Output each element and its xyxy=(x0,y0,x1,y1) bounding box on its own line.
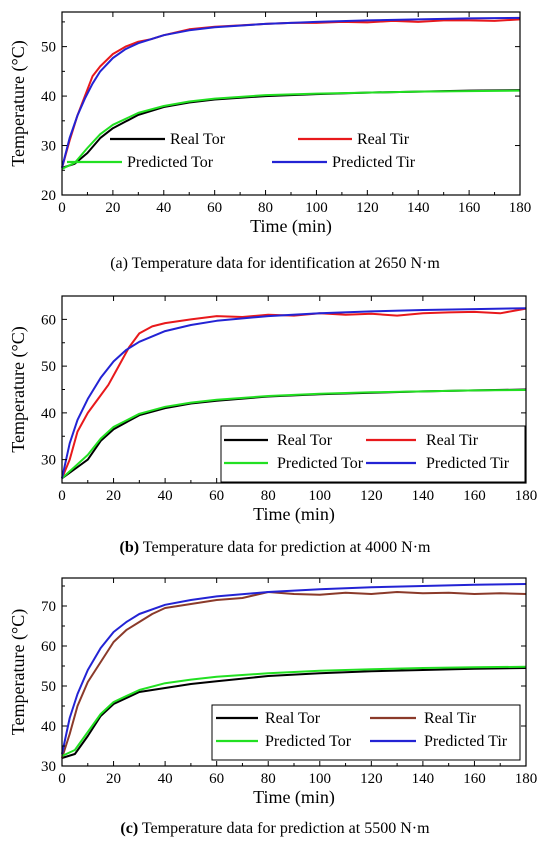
series-line-predicted-tir xyxy=(61,583,527,755)
legend-label: Predicted Tir xyxy=(424,733,508,750)
series-line-real-tir xyxy=(61,591,527,759)
x-tick-label: 0 xyxy=(58,771,66,787)
figure-caption: (a) Temperature data for identification … xyxy=(110,255,440,272)
y-tick-label: 40 xyxy=(41,406,56,422)
legend-label: Predicted Tor xyxy=(127,154,214,171)
x-tick-label: 20 xyxy=(106,488,121,504)
x-tick-label: 160 xyxy=(463,771,486,787)
legend-box xyxy=(220,425,526,483)
x-tick-label: 40 xyxy=(156,200,171,216)
series-line-predicted-tor xyxy=(61,389,527,480)
figure-caption: (c) Temperature data for prediction at 5… xyxy=(120,820,430,837)
x-axis-title: Time (min) xyxy=(250,216,332,237)
series-line-real-tor xyxy=(61,667,527,759)
legend: Real Tor Real Tir Predicted Tor Predicted T… xyxy=(216,710,508,750)
x-tick-label: 140 xyxy=(407,200,430,216)
caption-description: Temperature data for identification at 2… xyxy=(128,255,440,272)
x-tick-label: 80 xyxy=(261,771,276,787)
caption-description: Temperature data for prediction at 4000 … xyxy=(139,539,431,556)
x-tick-label: 180 xyxy=(515,488,538,504)
y-tick-label: 70 xyxy=(41,599,56,615)
legend-label: Predicted Tir xyxy=(426,455,510,472)
y-tick-label: 20 xyxy=(41,188,56,204)
y-tick-label: 50 xyxy=(41,359,56,375)
x-tick-label: 120 xyxy=(356,200,379,216)
y-axis-title: Temperature (°C) xyxy=(8,609,29,735)
x-tick-label: 60 xyxy=(209,771,224,787)
y-axis-title: Temperature (°C) xyxy=(8,326,29,452)
x-axis-title: Time (min) xyxy=(253,504,335,525)
series-line-predicted-tor xyxy=(61,665,527,757)
x-tick-label: 100 xyxy=(309,771,332,787)
caption-description: Temperature data for prediction at 5500 … xyxy=(138,820,430,837)
x-tick-label: 180 xyxy=(509,200,532,216)
x-tick-label: 40 xyxy=(158,771,173,787)
x-tick-label: 140 xyxy=(412,771,435,787)
x-tick-label: 80 xyxy=(258,200,273,216)
x-tick-label: 60 xyxy=(207,200,222,216)
x-tick-label: 20 xyxy=(105,200,120,216)
y-tick-label: 50 xyxy=(41,679,56,695)
x-tick-label: 40 xyxy=(158,488,173,504)
x-tick-label: 160 xyxy=(463,488,486,504)
legend: Real Tor Real Tir Predicted Tor Predicted T… xyxy=(224,432,510,472)
legend-label: Predicted Tor xyxy=(277,455,364,472)
x-axis-title: Time (min) xyxy=(253,787,335,808)
y-tick-label: 60 xyxy=(41,312,56,328)
series-line-predicted-tor xyxy=(61,89,521,170)
x-tick-label: 80 xyxy=(261,488,276,504)
y-tick-label: 30 xyxy=(41,453,56,469)
y-tick-label: 40 xyxy=(41,89,56,105)
y-tick-label: 50 xyxy=(41,40,56,56)
x-tick-label: 100 xyxy=(309,488,332,504)
x-tick-label: 0 xyxy=(58,200,66,216)
series-line-real-tir xyxy=(61,307,527,479)
chart-panel-2: 0 20 40 60 80 100 120 140 160 180 30 40 50 60 Time (mi… xyxy=(8,295,538,556)
series-line-predicted-tir xyxy=(61,307,527,479)
figure-caption: (b) Temperature data for prediction at 4… xyxy=(120,539,431,556)
y-axis-title: Temperature (°C) xyxy=(8,40,29,166)
legend-label: Real Tor xyxy=(170,131,226,148)
legend-box xyxy=(211,704,521,761)
x-tick-label: 0 xyxy=(58,488,66,504)
legend-label: Real Tir xyxy=(424,710,477,727)
x-tick-label: 20 xyxy=(106,771,121,787)
legend-label: Predicted Tor xyxy=(265,733,352,750)
chart-panel-3: 0 20 40 60 80 100 120 140 160 180 30 40 50 60 70 Time (… xyxy=(8,577,538,837)
x-tick-label: 160 xyxy=(458,200,481,216)
legend-label: Real Tor xyxy=(265,710,321,727)
x-tick-label: 100 xyxy=(305,200,328,216)
x-tick-label: 120 xyxy=(360,488,383,504)
series-line-predicted-tir xyxy=(61,16,521,169)
y-tick-label: 40 xyxy=(41,719,56,735)
legend-label: Predicted Tir xyxy=(332,154,416,171)
y-tick-label: 60 xyxy=(41,639,56,655)
y-tick-label: 30 xyxy=(41,759,56,775)
caption-label: (b) xyxy=(120,539,140,556)
x-tick-label: 60 xyxy=(209,488,224,504)
x-tick-label: 180 xyxy=(515,771,538,787)
x-tick-label: 140 xyxy=(412,488,435,504)
x-tick-label: 120 xyxy=(360,771,383,787)
legend-label: Real Tor xyxy=(277,432,333,449)
caption-label: (c) xyxy=(120,820,138,837)
legend: Real Tor Real Tir Predicted Tor Predicted T… xyxy=(67,131,416,171)
caption-label: (a) xyxy=(110,255,128,272)
legend-label: Real Tir xyxy=(357,131,410,148)
legend-label: Real Tir xyxy=(426,432,479,449)
y-tick-label: 30 xyxy=(41,139,56,155)
